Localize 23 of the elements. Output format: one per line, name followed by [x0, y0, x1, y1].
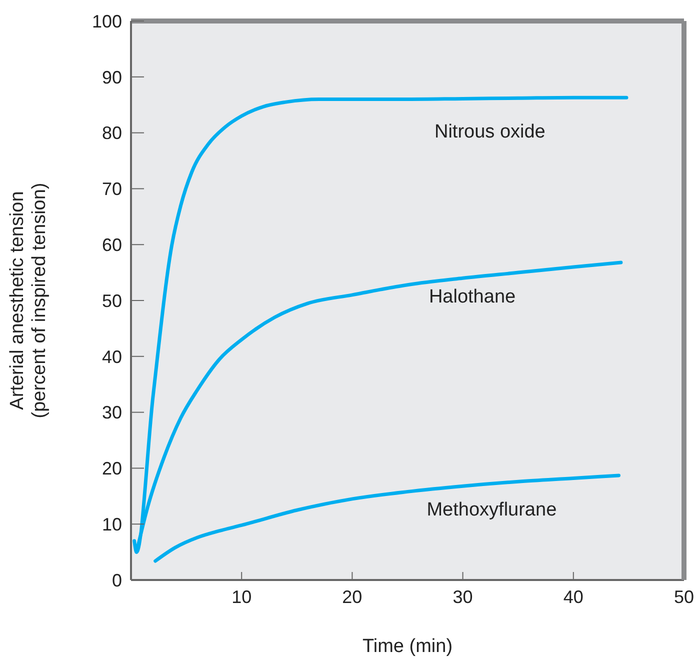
y-tick-label: 60	[102, 234, 122, 255]
y-tick-label: 20	[102, 458, 122, 479]
x-axis-title: Time (min)	[362, 636, 453, 657]
x-tick-label: 30	[452, 586, 473, 607]
y-tick-label: 40	[102, 346, 122, 367]
y-tick-label: 100	[92, 11, 122, 32]
x-tick-label: 50	[674, 586, 694, 607]
series-label: Halothane	[428, 286, 516, 308]
y-tick-label: 10	[102, 514, 122, 534]
line-series	[154, 474, 620, 563]
x-tick-label: 20	[342, 586, 362, 607]
y-tick-label: 90	[102, 67, 122, 88]
y-tick-label: 50	[102, 290, 122, 311]
y-axis-title: Arterial anesthetic tension (percent of inspired tension)	[7, 182, 50, 418]
x-tick-label: 10	[232, 586, 252, 607]
x-tick-label: 40	[563, 586, 584, 607]
y-tick-label: 80	[102, 123, 122, 144]
y-tick-label: 0	[112, 570, 122, 590]
series-label: Methoxyflurane	[426, 499, 557, 520]
series-label: Nitrous oxide	[434, 122, 546, 143]
line-series	[132, 96, 628, 554]
y-tick-label: 70	[102, 179, 122, 200]
y-tick-label: 30	[102, 402, 122, 423]
